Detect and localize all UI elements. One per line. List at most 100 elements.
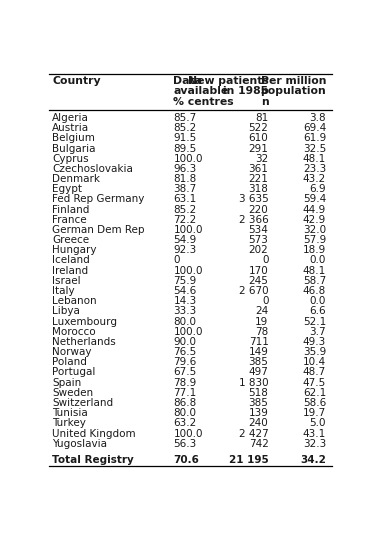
Text: 5.0: 5.0	[310, 418, 326, 428]
Text: 100.0: 100.0	[173, 265, 203, 276]
Text: 32.5: 32.5	[303, 144, 326, 153]
Text: New patients: New patients	[188, 76, 269, 86]
Text: 2 366: 2 366	[239, 215, 269, 225]
Text: 19.7: 19.7	[303, 408, 326, 418]
Text: United Kingdom: United Kingdom	[52, 429, 136, 438]
Text: 80.0: 80.0	[173, 408, 196, 418]
Text: 0.0: 0.0	[310, 296, 326, 306]
Text: 96.3: 96.3	[173, 164, 197, 174]
Text: 24: 24	[255, 306, 269, 317]
Text: Czechoslovakia: Czechoslovakia	[52, 164, 133, 174]
Text: Egypt: Egypt	[52, 184, 82, 194]
Text: 220: 220	[249, 205, 269, 214]
Text: 57.9: 57.9	[303, 235, 326, 245]
Text: German Dem Rep: German Dem Rep	[52, 225, 145, 235]
Text: 89.5: 89.5	[173, 144, 197, 153]
Text: 10.4: 10.4	[303, 357, 326, 367]
Text: Hungary: Hungary	[52, 245, 97, 255]
Text: 43.2: 43.2	[303, 174, 326, 184]
Text: in 1985: in 1985	[223, 86, 269, 96]
Text: 76.5: 76.5	[173, 347, 197, 357]
Text: 43.1: 43.1	[303, 429, 326, 438]
Text: 38.7: 38.7	[173, 184, 197, 194]
Text: 32.0: 32.0	[303, 225, 326, 235]
Text: 44.9: 44.9	[303, 205, 326, 214]
Text: 48.1: 48.1	[303, 265, 326, 276]
Text: 3 635: 3 635	[239, 194, 269, 205]
Text: 2 427: 2 427	[239, 429, 269, 438]
Text: 85.7: 85.7	[173, 113, 197, 123]
Text: 0: 0	[262, 256, 269, 265]
Text: 59.4: 59.4	[303, 194, 326, 205]
Text: 14.3: 14.3	[173, 296, 197, 306]
Text: Sweden: Sweden	[52, 388, 93, 398]
Text: Lebanon: Lebanon	[52, 296, 97, 306]
Text: Poland: Poland	[52, 357, 87, 367]
Text: 52.1: 52.1	[303, 317, 326, 326]
Text: 385: 385	[248, 357, 269, 367]
Text: 34.2: 34.2	[300, 455, 326, 465]
Text: 92.3: 92.3	[173, 245, 197, 255]
Text: 48.1: 48.1	[303, 154, 326, 164]
Text: Austria: Austria	[52, 123, 89, 133]
Text: 46.8: 46.8	[303, 286, 326, 296]
Text: Iceland: Iceland	[52, 256, 90, 265]
Text: 19: 19	[255, 317, 269, 326]
Text: Denmark: Denmark	[52, 174, 100, 184]
Text: 221: 221	[248, 174, 269, 184]
Text: 63.1: 63.1	[173, 194, 197, 205]
Text: n: n	[261, 96, 269, 107]
Text: Data: Data	[173, 76, 202, 86]
Text: 742: 742	[248, 438, 269, 449]
Text: 77.1: 77.1	[173, 388, 197, 398]
Text: population: population	[260, 86, 326, 96]
Text: 361: 361	[248, 164, 269, 174]
Text: 1 830: 1 830	[239, 378, 269, 388]
Text: Israel: Israel	[52, 276, 81, 286]
Text: 58.6: 58.6	[303, 398, 326, 408]
Text: 69.4: 69.4	[303, 123, 326, 133]
Text: 100.0: 100.0	[173, 327, 203, 337]
Text: 149: 149	[248, 347, 269, 357]
Text: 170: 170	[249, 265, 269, 276]
Text: Norway: Norway	[52, 347, 92, 357]
Text: 58.7: 58.7	[303, 276, 326, 286]
Text: 100.0: 100.0	[173, 429, 203, 438]
Text: 240: 240	[249, 418, 269, 428]
Text: 78: 78	[255, 327, 269, 337]
Text: 32.3: 32.3	[303, 438, 326, 449]
Text: 0.0: 0.0	[310, 256, 326, 265]
Text: 518: 518	[248, 388, 269, 398]
Text: Per million: Per million	[261, 76, 326, 86]
Text: 21 195: 21 195	[229, 455, 269, 465]
Text: 79.6: 79.6	[173, 357, 197, 367]
Text: 42.9: 42.9	[303, 215, 326, 225]
Text: 711: 711	[248, 337, 269, 347]
Text: Algeria: Algeria	[52, 113, 89, 123]
Text: 318: 318	[248, 184, 269, 194]
Text: 35.9: 35.9	[303, 347, 326, 357]
Text: 78.9: 78.9	[173, 378, 197, 388]
Text: 0: 0	[173, 256, 180, 265]
Text: 534: 534	[248, 225, 269, 235]
Text: 54.9: 54.9	[173, 235, 197, 245]
Text: 81.8: 81.8	[173, 174, 197, 184]
Text: 61.9: 61.9	[303, 133, 326, 144]
Text: Greece: Greece	[52, 235, 89, 245]
Text: 54.6: 54.6	[173, 286, 197, 296]
Text: Country: Country	[52, 76, 101, 86]
Text: Fed Rep Germany: Fed Rep Germany	[52, 194, 145, 205]
Text: Luxembourg: Luxembourg	[52, 317, 117, 326]
Text: 0: 0	[262, 296, 269, 306]
Text: 3.8: 3.8	[310, 113, 326, 123]
Text: 56.3: 56.3	[173, 438, 197, 449]
Text: 85.2: 85.2	[173, 123, 197, 133]
Text: 62.1: 62.1	[303, 388, 326, 398]
Text: 72.2: 72.2	[173, 215, 197, 225]
Text: Portugal: Portugal	[52, 367, 96, 378]
Text: 245: 245	[248, 276, 269, 286]
Text: 385: 385	[248, 398, 269, 408]
Text: Ireland: Ireland	[52, 265, 89, 276]
Text: 497: 497	[248, 367, 269, 378]
Text: Cyprus: Cyprus	[52, 154, 89, 164]
